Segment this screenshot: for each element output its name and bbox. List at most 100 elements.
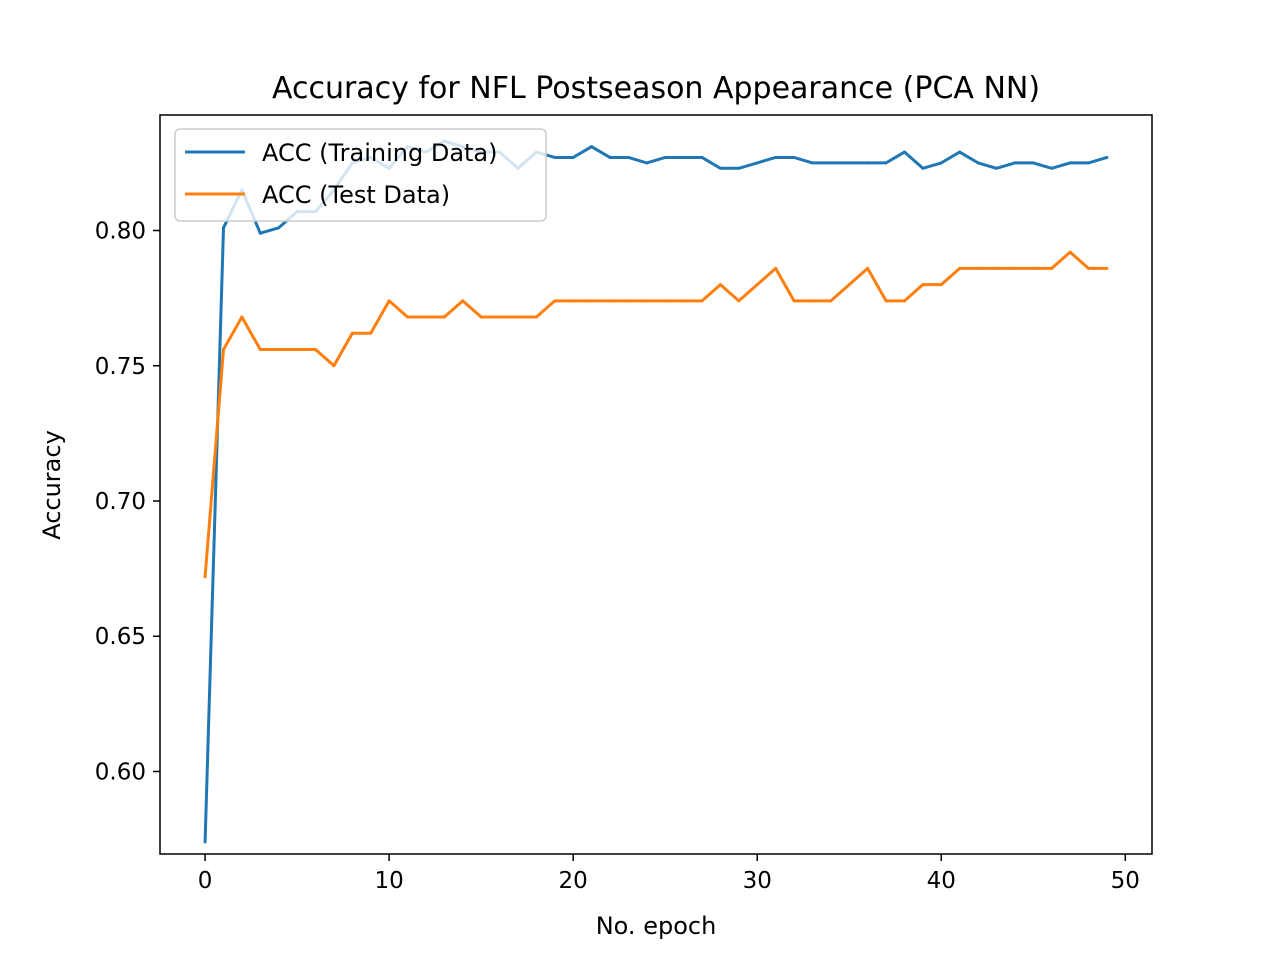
x-tick-label: 20 [559, 868, 588, 894]
series-0-point [810, 161, 814, 165]
series-0-point [258, 231, 262, 235]
legend: ACC (Training Data) ACC (Test Data) [174, 128, 547, 222]
series-1-point [1105, 266, 1109, 270]
x-tick-label: 0 [198, 868, 213, 894]
series-0-point [847, 161, 851, 165]
x-axis-label: No. epoch [596, 912, 717, 940]
series-0-point [884, 161, 888, 165]
series-1-point [663, 299, 667, 303]
series-0-point [645, 161, 649, 165]
series-1-point [277, 348, 281, 352]
series-1-point [810, 299, 814, 303]
series-0-point [1050, 166, 1054, 170]
series-1-point [1050, 266, 1054, 270]
series-1-point [976, 266, 980, 270]
y-tick-label: 0.75 [95, 354, 146, 380]
series-0-point [608, 155, 612, 159]
series-1-point [884, 299, 888, 303]
series-0-point [203, 840, 207, 844]
series-0-point [958, 150, 962, 154]
x-tick-label: 40 [927, 868, 956, 894]
series-0-point [737, 166, 741, 170]
series-1-point [534, 315, 538, 319]
series-0-point [1105, 155, 1109, 159]
y-axis-ticks: 0.60 0.65 0.70 0.75 0.80 [95, 219, 160, 785]
series-1-point [902, 299, 906, 303]
series-0-point [939, 161, 943, 165]
series-1-point [387, 299, 391, 303]
series-1-point [1068, 250, 1072, 254]
series-0-point [571, 155, 575, 159]
series-1-point [1031, 266, 1035, 270]
series-1-point [755, 283, 759, 287]
series-1-point [590, 299, 594, 303]
series-0-point [866, 161, 870, 165]
series-0-point [700, 155, 704, 159]
series-1-point [442, 315, 446, 319]
series-0-point [902, 150, 906, 154]
series-0-point [1013, 161, 1017, 165]
series-1-point [369, 331, 373, 335]
series-1-point [737, 299, 741, 303]
series-0-point [553, 155, 557, 159]
series-1-point [774, 266, 778, 270]
series-0-point [829, 161, 833, 165]
y-tick-label: 0.60 [95, 759, 146, 785]
x-tick-label: 10 [374, 868, 403, 894]
series-1-point [203, 575, 207, 579]
series-1-point [718, 283, 722, 287]
x-tick-label: 50 [1111, 868, 1140, 894]
y-tick-label: 0.80 [95, 219, 146, 245]
series-0-point [976, 161, 980, 165]
plot-area-frame [159, 114, 1153, 855]
series-1-point [1013, 266, 1017, 270]
series-1-point [939, 283, 943, 287]
legend-label-test: ACC (Test Data) [262, 181, 450, 209]
y-tick-label: 0.65 [95, 624, 146, 650]
series-1-point [240, 315, 244, 319]
chart-title: Accuracy for NFL Postseason Appearance (… [272, 71, 1040, 106]
series-1-point [406, 315, 410, 319]
series-1-point [314, 348, 318, 352]
legend-label-training: ACC (Training Data) [262, 139, 498, 167]
series-0-point [774, 155, 778, 159]
series-0-point [755, 161, 759, 165]
series-1-point [571, 299, 575, 303]
series-0-point [277, 226, 281, 230]
series-1-point [424, 315, 428, 319]
series-1-point [626, 299, 630, 303]
x-tick-label: 30 [743, 868, 772, 894]
series-0-point [1031, 161, 1035, 165]
series-0-point [994, 166, 998, 170]
series-line-1 [203, 250, 1107, 577]
y-axis-label: Accuracy [38, 430, 66, 540]
series-1-point [829, 299, 833, 303]
series-0-point [663, 155, 667, 159]
series-1-point [645, 299, 649, 303]
y-tick-label: 0.70 [95, 489, 146, 515]
series-1-point [479, 315, 483, 319]
series-0-point [718, 166, 722, 170]
series-0-point [682, 155, 686, 159]
series-1-point [847, 283, 851, 287]
series-0-point [1068, 161, 1072, 165]
series-0-point [792, 155, 796, 159]
series-1-point [350, 331, 354, 335]
series-1-point [682, 299, 686, 303]
series-1-point [921, 283, 925, 287]
series-0-point [590, 145, 594, 149]
series-1-point [258, 348, 262, 352]
series-0-point [921, 166, 925, 170]
series-1-point [295, 348, 299, 352]
series-1-point [516, 315, 520, 319]
series-1-point [498, 315, 502, 319]
legend-box [174, 128, 547, 222]
x-axis-ticks: 0 10 20 30 40 50 [198, 854, 1140, 894]
series-1-point [1087, 266, 1090, 270]
series-1-point [792, 299, 796, 303]
series-0-point [1087, 161, 1090, 165]
series-1-point [866, 266, 870, 270]
series-1-point [608, 299, 612, 303]
series-1-point [461, 299, 465, 303]
